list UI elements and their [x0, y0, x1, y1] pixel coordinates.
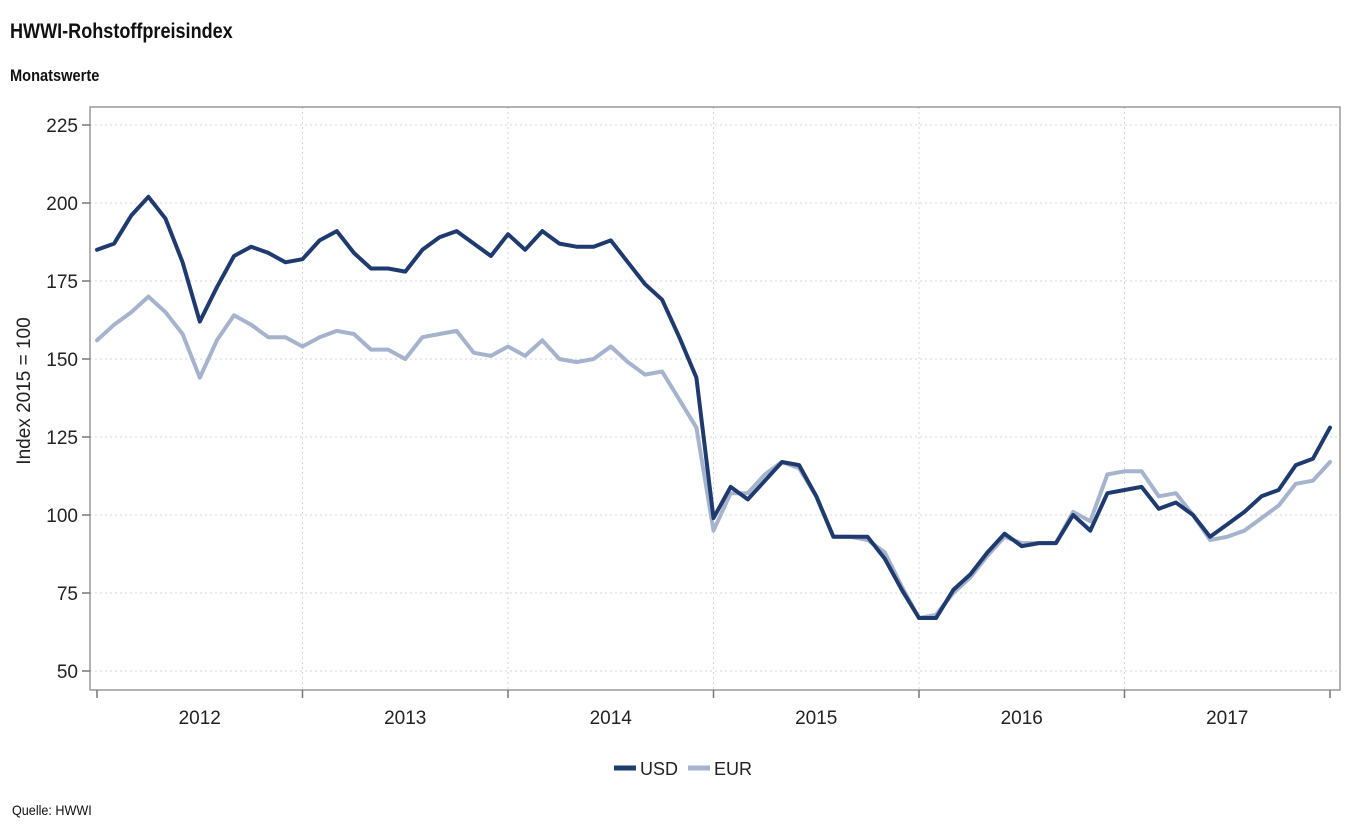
y-axis-label: Index 2015 = 100 [14, 317, 35, 464]
y-tick-label: 175 [46, 272, 78, 293]
x-tick-label: 2017 [1206, 708, 1248, 729]
y-tick-label: 200 [46, 194, 78, 215]
series-line-usd [95, 194, 1332, 620]
chart-title: HWWI-Rohstoffpreisindex [10, 20, 233, 43]
y-tick-label: 225 [46, 116, 78, 137]
x-tick-label: 2012 [179, 708, 221, 729]
x-axis: 2012 2013 2014 2015 2016 2017 [96, 690, 1331, 729]
x-tick-label: 2016 [1001, 708, 1043, 729]
legend-label-eur: EUR [714, 759, 752, 779]
x-tick-label: 2015 [795, 708, 837, 729]
x-tick-label: 2014 [590, 708, 633, 729]
chart-subtitle: Monatswerte [10, 66, 100, 85]
y-tick-label: 100 [46, 506, 78, 527]
legend-label-usd: USD [640, 759, 678, 779]
y-tick-label: 75 [57, 584, 78, 605]
x-tick-label: 2013 [384, 708, 426, 729]
source-note: Quelle: HWWI [12, 802, 92, 818]
plot-frame [89, 106, 1341, 691]
series-lines [95, 194, 1332, 620]
y-tick-label: 50 [57, 662, 78, 683]
y-tick-label: 150 [46, 350, 78, 371]
series-line-eur [95, 294, 1332, 620]
legend: USD EUR [614, 759, 752, 779]
y-tick-label: 125 [46, 428, 78, 449]
grid [90, 107, 1340, 690]
y-axis: 50 75 100 125 150 175 200 225 [46, 116, 90, 683]
